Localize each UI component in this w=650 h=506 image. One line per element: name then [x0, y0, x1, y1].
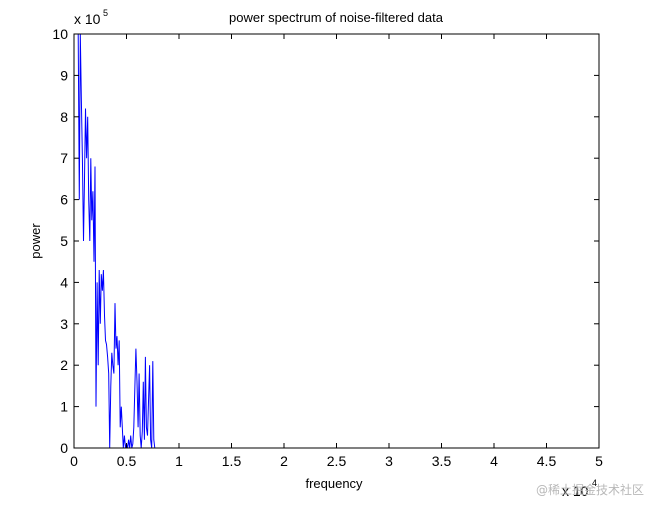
y-tick-label: 3 — [60, 316, 68, 332]
x-exponent-label: x 10 4 — [562, 478, 597, 499]
y-tick-label: 4 — [60, 274, 68, 290]
x-tick-label: 0 — [70, 453, 78, 469]
plot-area — [74, 34, 599, 448]
x-tick-label: 5 — [595, 453, 603, 469]
y-tick-label: 7 — [60, 150, 68, 166]
y-tick-label: 1 — [60, 399, 68, 415]
y-tick-label: 9 — [60, 67, 68, 83]
x-axis-label: frequency — [305, 476, 363, 491]
chart-title: power spectrum of noise-filtered data — [229, 10, 444, 25]
y-tick-label: 8 — [60, 109, 68, 125]
y-tick-label: 6 — [60, 192, 68, 208]
x-tick-label: 1.5 — [222, 453, 242, 469]
y-exponent-label: x 10 5 — [74, 8, 108, 27]
x-tick-label: 2.5 — [327, 453, 347, 469]
x-tick-label: 4.5 — [537, 453, 557, 469]
x-exponent-text: 4 — [592, 478, 597, 488]
y-exponent-text: 5 — [103, 8, 108, 18]
x-tick-label: 0.5 — [117, 453, 137, 469]
x-multiplier-text: x 10 — [562, 483, 589, 499]
x-tick-label: 3.5 — [432, 453, 452, 469]
x-tick-label: 4 — [490, 453, 498, 469]
y-tick-label: 0 — [60, 440, 68, 456]
series-line-0 — [74, 33, 158, 449]
series-layer — [74, 33, 158, 449]
y-tick-label: 2 — [60, 357, 68, 373]
x-ticks: 0 0.5 1 1.5 2 2.5 3 3.5 4 4.5 5 — [70, 34, 603, 469]
y-ticks: 0 1 2 3 4 5 6 7 8 9 10 — [52, 26, 599, 456]
y-multiplier-text: x 10 — [74, 11, 101, 27]
y-tick-label: 10 — [52, 26, 68, 42]
y-axis-label: power — [28, 223, 43, 259]
y-tick-label: 5 — [60, 233, 68, 249]
watermark-text: @稀土掘金技术社区 — [535, 483, 644, 497]
x-tick-label: 2 — [280, 453, 288, 469]
x-tick-label: 3 — [385, 453, 393, 469]
x-tick-label: 1 — [175, 453, 183, 469]
